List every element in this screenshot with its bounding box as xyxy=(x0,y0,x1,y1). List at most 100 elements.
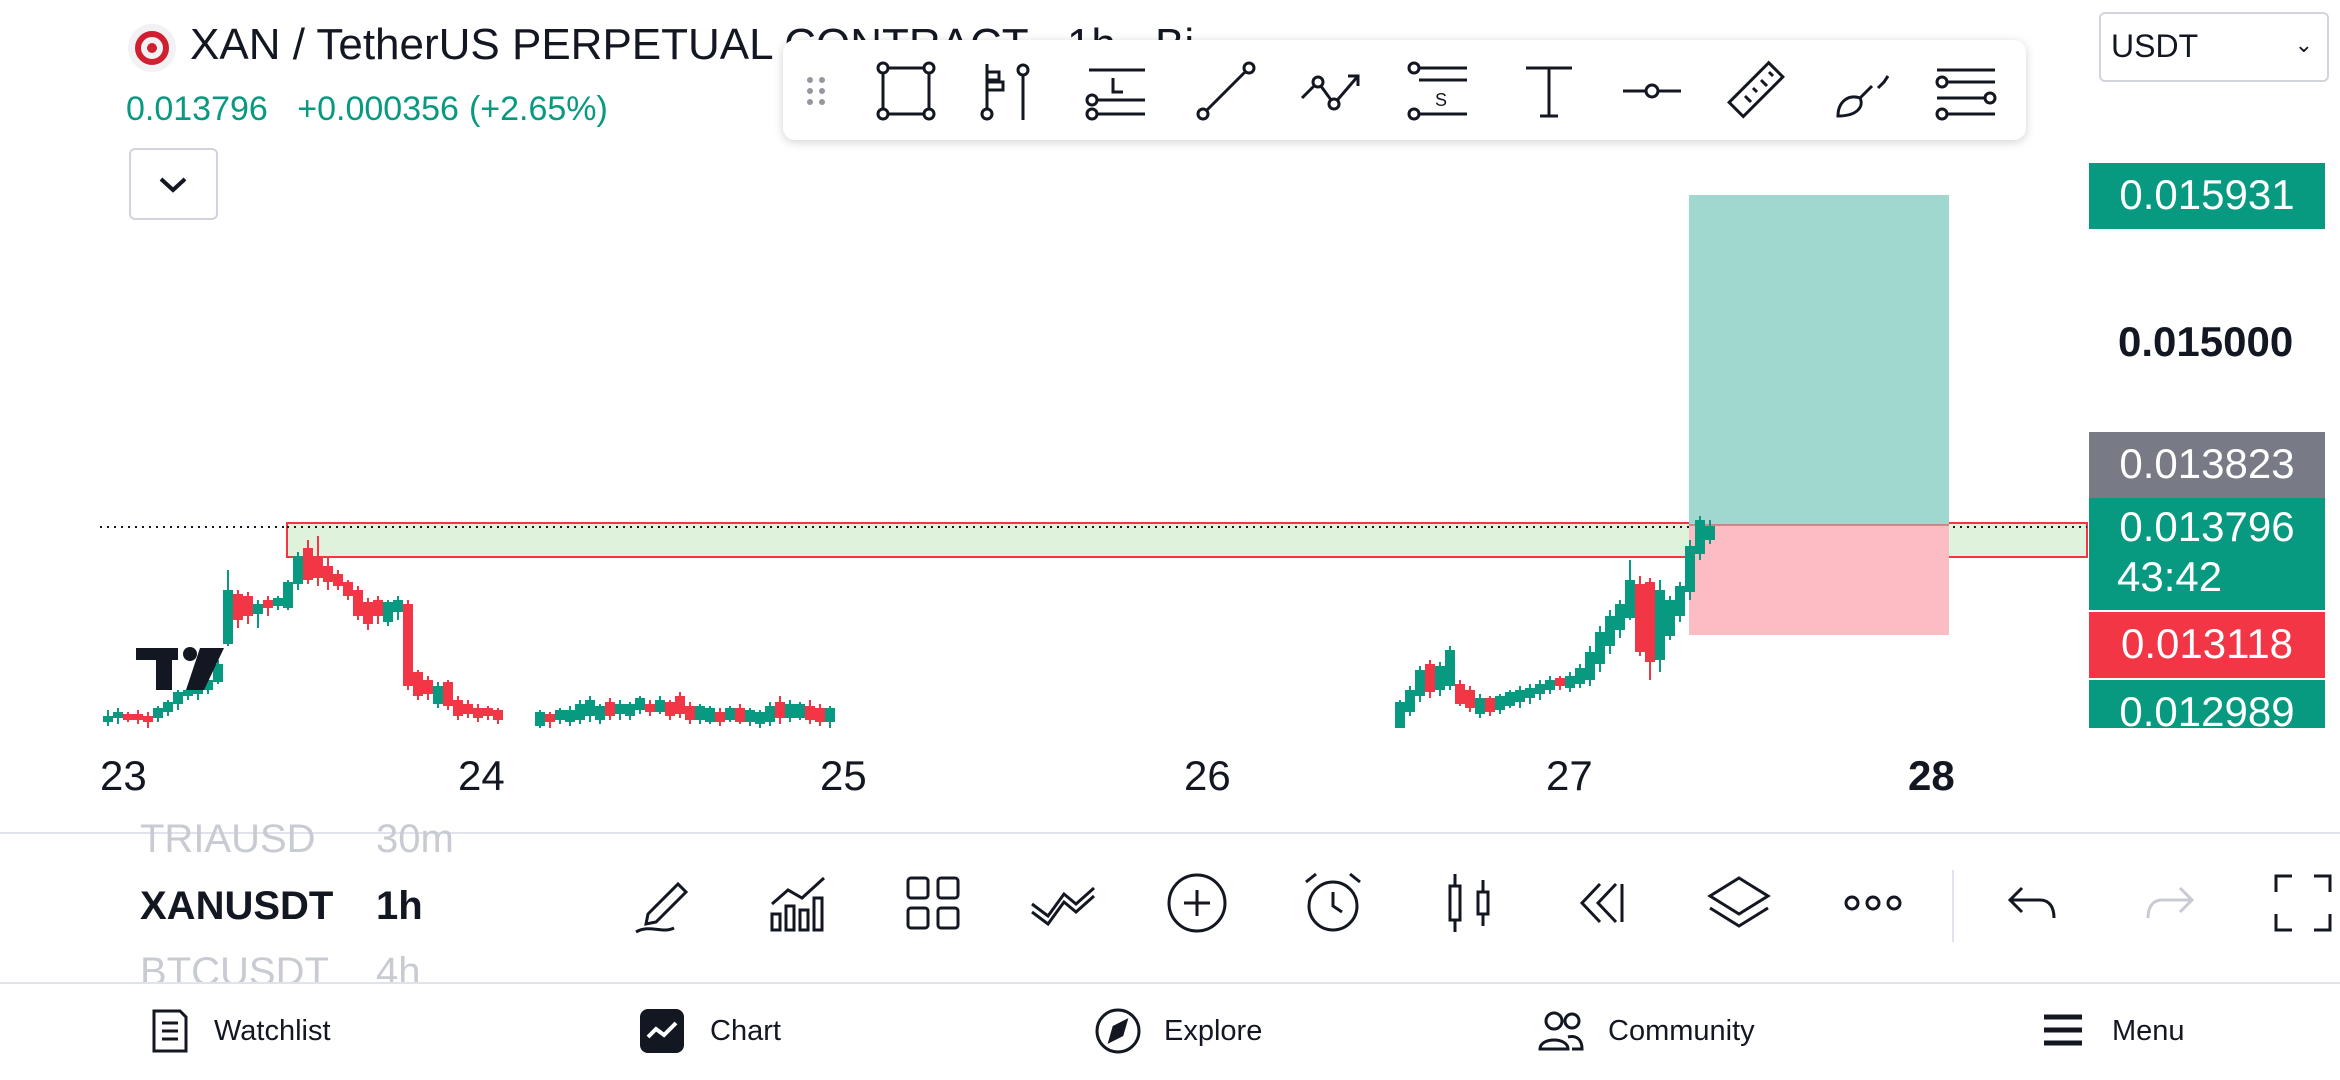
candle xyxy=(545,714,555,722)
anchored-vwap-icon[interactable] xyxy=(973,58,1039,124)
watchlist-icon xyxy=(152,1009,188,1053)
candle xyxy=(253,604,263,614)
candle xyxy=(1635,584,1645,652)
candle xyxy=(483,708,493,716)
nav-label: Chart xyxy=(710,1015,781,1047)
candle xyxy=(413,672,423,696)
candle xyxy=(283,582,293,608)
rectangle-icon[interactable] xyxy=(873,58,939,124)
candle xyxy=(363,602,373,624)
watchlist-timeframe: 4h xyxy=(376,950,421,982)
horizontal-line-icon[interactable] xyxy=(1619,58,1685,124)
watchlist-row-selected[interactable]: XANUSDT 1h xyxy=(140,884,423,929)
candle xyxy=(635,698,645,710)
parallel-lines-icon[interactable] xyxy=(1933,58,1999,124)
layers-icon[interactable] xyxy=(1706,870,1772,936)
candle xyxy=(493,710,503,720)
candle xyxy=(473,708,483,718)
candle xyxy=(1695,520,1705,554)
drag-handle-icon[interactable] xyxy=(801,58,831,124)
candle xyxy=(123,714,133,720)
candle xyxy=(353,590,363,616)
candle xyxy=(1705,526,1715,540)
nav-label: Community xyxy=(1608,1015,1755,1047)
redo-icon[interactable] xyxy=(2136,870,2202,936)
brush-icon[interactable] xyxy=(1830,58,1896,124)
more-icon[interactable] xyxy=(1840,870,1906,936)
replay-icon[interactable] xyxy=(1570,870,1636,936)
price-chart[interactable] xyxy=(0,0,2340,740)
change-pct: (+2.65%) xyxy=(468,90,608,128)
chart-type-icon[interactable] xyxy=(1436,870,1502,936)
candle xyxy=(303,548,313,580)
candle xyxy=(423,680,433,694)
candle xyxy=(645,704,655,712)
candle xyxy=(1665,600,1675,636)
candle xyxy=(403,604,413,686)
candle xyxy=(1595,632,1605,664)
chevron-down-icon xyxy=(159,177,187,193)
indicators-icon[interactable] xyxy=(766,870,832,936)
nav-watchlist[interactable]: Watchlist xyxy=(150,1005,370,1057)
fullscreen-icon[interactable] xyxy=(2270,870,2336,936)
watchlist-symbol: BTCUSDT xyxy=(140,950,329,982)
nav-community[interactable]: Community xyxy=(1538,1005,1798,1057)
nav-explore[interactable]: Explore xyxy=(1094,1005,1294,1057)
signal-line-icon[interactable]: S xyxy=(1405,58,1471,124)
text-icon[interactable] xyxy=(1516,58,1582,124)
candle xyxy=(1395,702,1405,728)
chart-icon xyxy=(640,1009,684,1053)
candle xyxy=(1415,670,1425,696)
path-icon[interactable] xyxy=(1298,58,1364,124)
candle xyxy=(383,602,393,622)
candle xyxy=(1615,604,1625,630)
nav-chart[interactable]: Chart xyxy=(638,1005,818,1057)
candle xyxy=(1435,666,1445,690)
nav-menu[interactable]: Menu xyxy=(2042,1005,2202,1057)
watchlist-row[interactable]: BTCUSDT 4h xyxy=(140,950,421,982)
stop-price-label: 0.013118 xyxy=(2089,612,2325,678)
candle xyxy=(1575,668,1585,684)
candle xyxy=(1675,586,1685,616)
candle xyxy=(755,712,765,724)
horizontal-ray-icon[interactable] xyxy=(1083,58,1149,124)
watchlist-row[interactable]: TRIAUSD 30m xyxy=(140,817,454,862)
nav-label: Watchlist xyxy=(214,1015,331,1047)
candle xyxy=(393,600,403,612)
ruler-icon[interactable] xyxy=(1723,58,1789,124)
expand-legend-button[interactable] xyxy=(129,148,218,220)
candle xyxy=(153,708,163,718)
candle xyxy=(625,704,635,716)
candle xyxy=(705,708,715,722)
hamburger-menu-icon xyxy=(2044,1014,2082,1046)
divider xyxy=(0,832,2340,834)
candle xyxy=(1495,696,1505,710)
currency-select[interactable]: USDT ⌄ xyxy=(2099,12,2329,82)
drawing-tools-icon[interactable] xyxy=(630,870,696,936)
candle xyxy=(463,704,473,714)
templates-icon[interactable] xyxy=(900,870,966,936)
watchlist-picker[interactable]: TRIAUSD 30m XANUSDT 1h BTCUSDT 4h xyxy=(0,812,600,982)
candle xyxy=(1445,650,1455,686)
add-icon[interactable] xyxy=(1164,870,1230,936)
current-price-label: 0.013796 43:42 xyxy=(2089,498,2325,610)
alert-icon[interactable] xyxy=(1300,870,1366,936)
divider xyxy=(0,982,2340,984)
candle xyxy=(443,682,453,706)
time-label: 28 xyxy=(1908,752,1955,799)
compass-icon xyxy=(1095,1008,1141,1054)
candle xyxy=(825,708,835,722)
price-axis-label: 0.015000 xyxy=(2118,318,2294,365)
candle xyxy=(565,710,575,722)
candle xyxy=(775,702,785,718)
change-abs: +0.000356 xyxy=(297,90,459,128)
compare-icon[interactable] xyxy=(1030,870,1096,936)
candle xyxy=(655,700,665,712)
candle xyxy=(1545,680,1555,690)
trend-line-icon[interactable] xyxy=(1193,58,1259,124)
undo-icon[interactable] xyxy=(2000,870,2066,936)
candle xyxy=(725,708,735,720)
watchlist-timeframe: 1h xyxy=(376,884,423,928)
candle xyxy=(1515,690,1525,702)
watchlist-symbol: TRIAUSD xyxy=(140,817,316,861)
